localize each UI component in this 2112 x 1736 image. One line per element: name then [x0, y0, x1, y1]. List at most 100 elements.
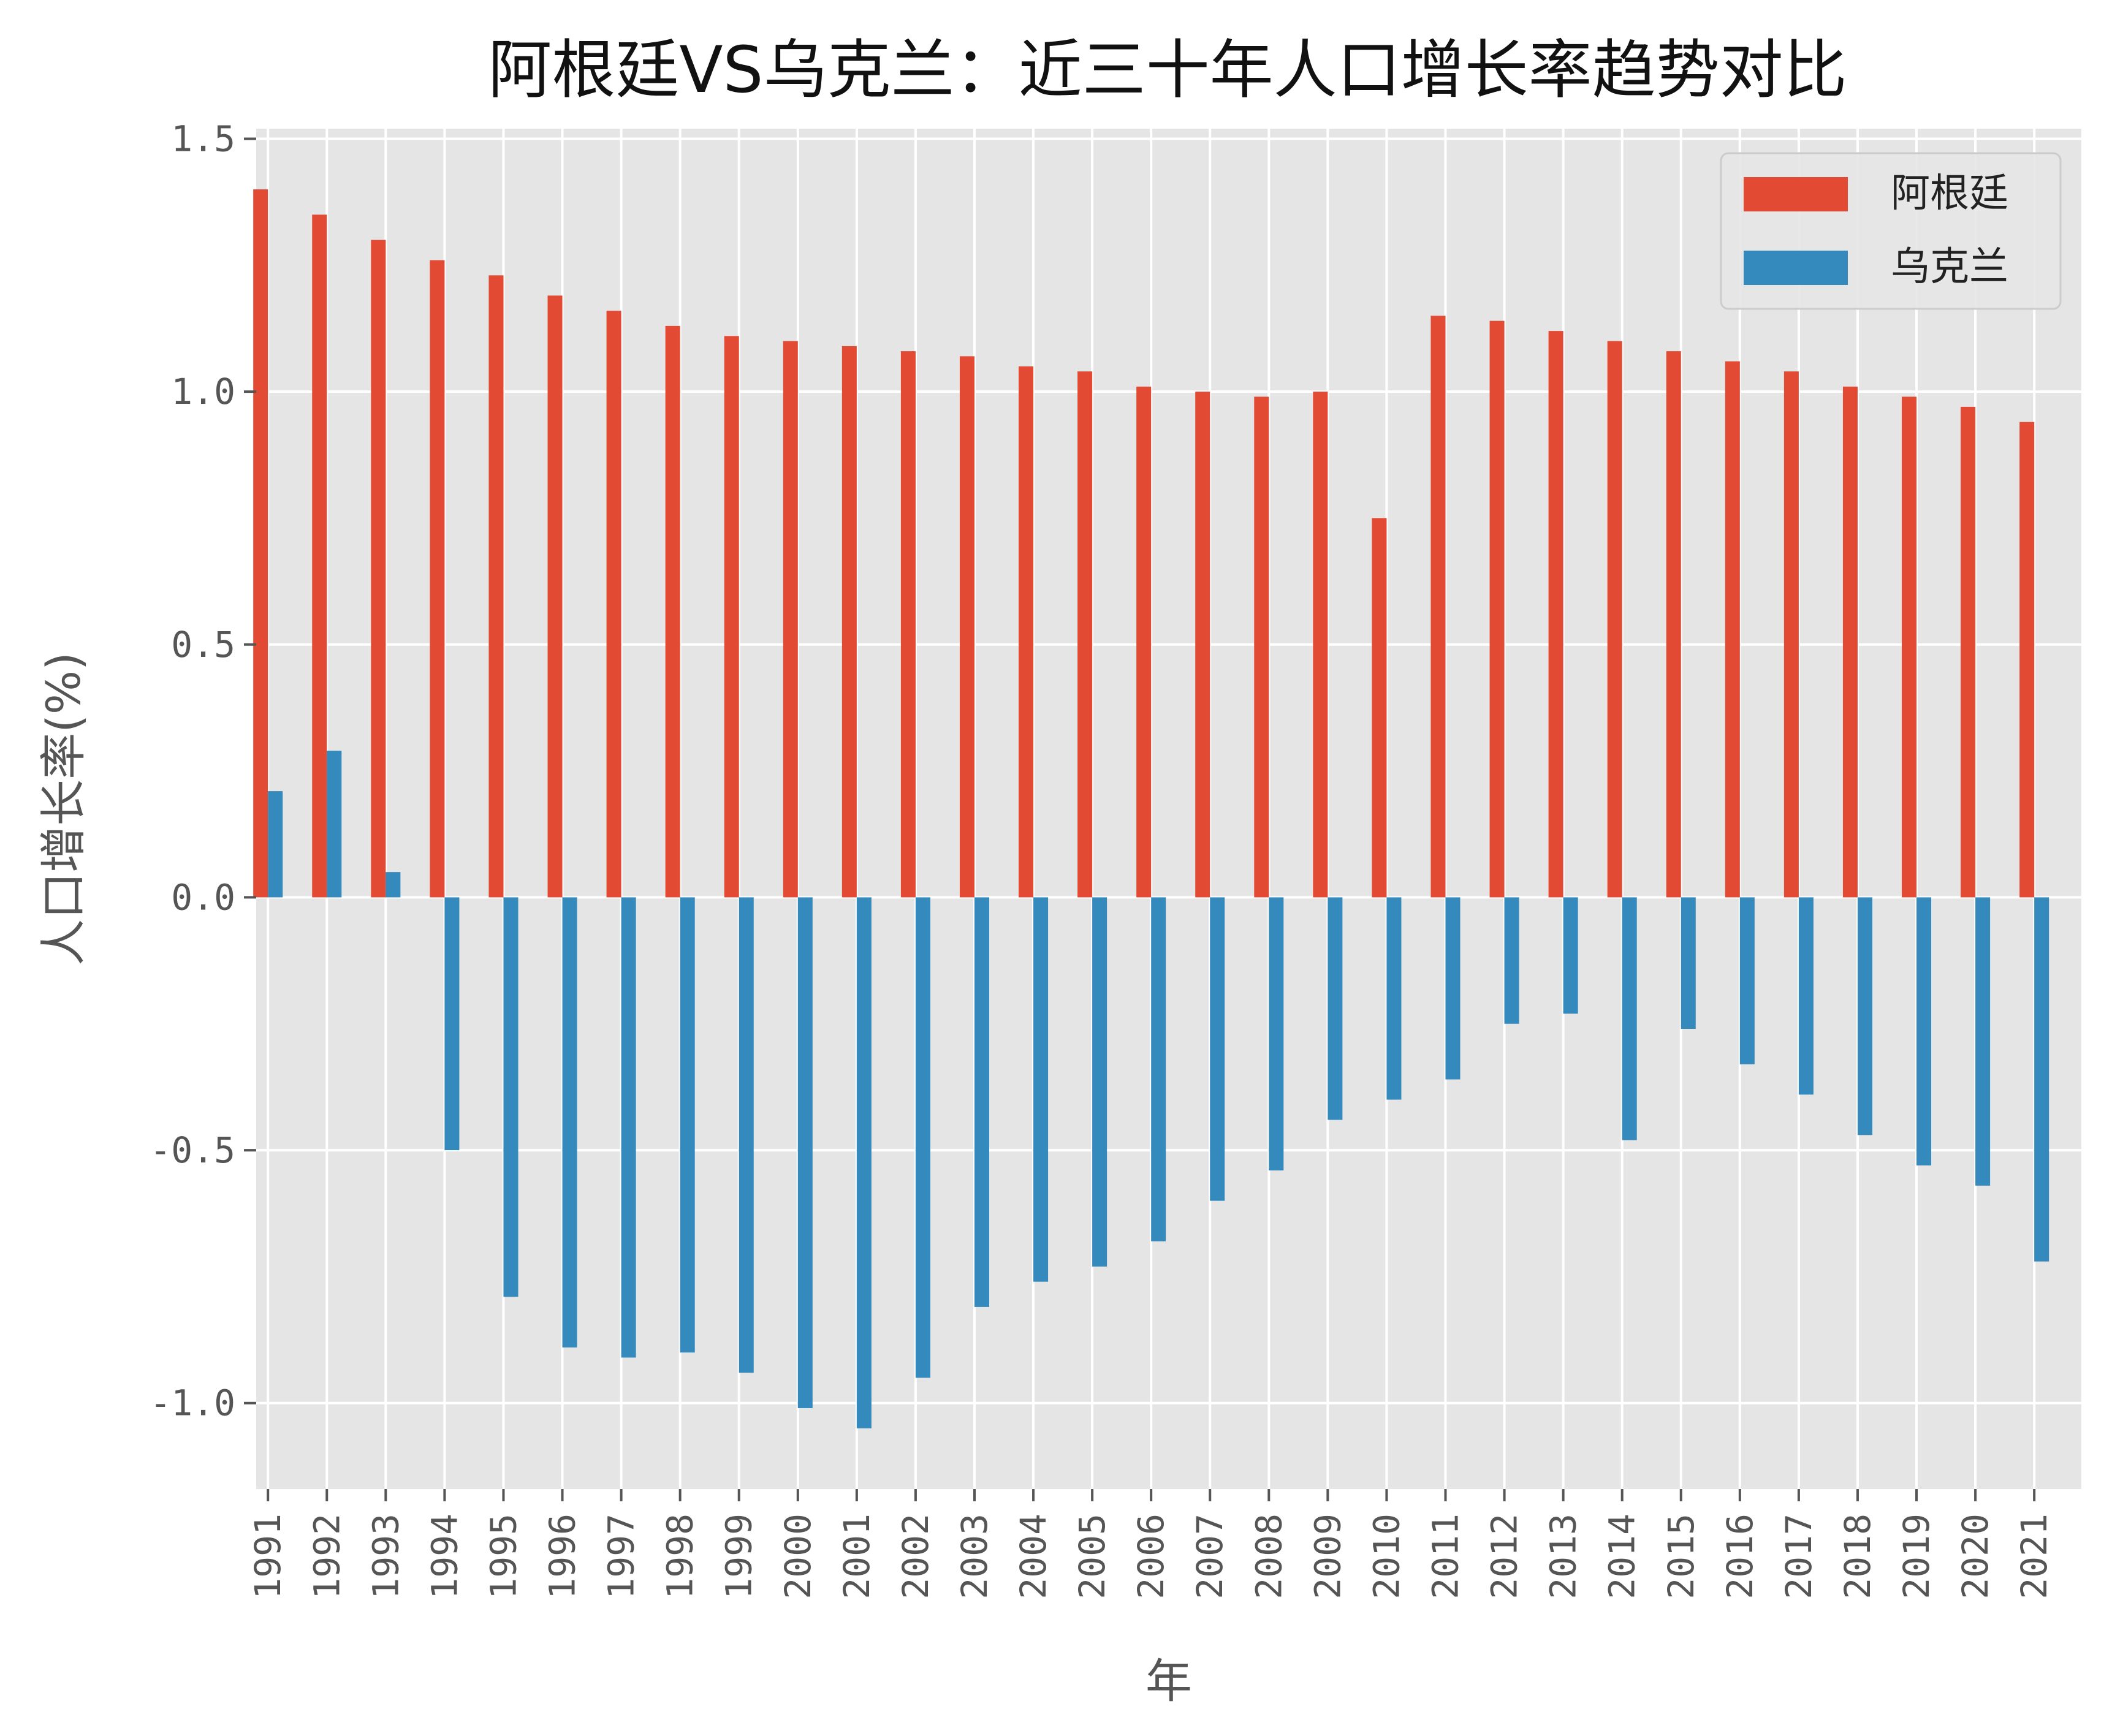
x-tick-label: 2008: [1248, 1514, 1290, 1599]
bar-ukraine-1993: [386, 872, 401, 898]
x-tick-label: 2016: [1719, 1514, 1761, 1599]
bar-ukraine-1992: [327, 751, 342, 898]
bar-argentina-1998: [665, 325, 680, 898]
bar-argentina-2008: [1254, 396, 1269, 898]
bar-argentina-2013: [1548, 331, 1563, 898]
bar-ukraine-2004: [1033, 897, 1049, 1282]
chart-title: 阿根廷VS乌克兰：近三十年人口增长率趋势对比: [488, 32, 1847, 107]
y-tick-label: -0.5: [150, 1129, 235, 1171]
bar-argentina-1993: [371, 240, 386, 898]
y-axis-ticks: -1.0 -0.5 0.0 0.5 1.0 1.5: [150, 118, 256, 1424]
x-tick-label: 1999: [718, 1514, 760, 1599]
x-tick-label: 2015: [1660, 1514, 1702, 1599]
legend-swatch-argentina: [1744, 177, 1848, 211]
x-tick-label: 2009: [1307, 1514, 1348, 1599]
x-tick-label: 2011: [1425, 1514, 1467, 1599]
bar-ukraine-2011: [1445, 897, 1461, 1080]
bar-ukraine-2009: [1328, 897, 1343, 1120]
bar-argentina-2007: [1195, 392, 1210, 898]
bar-argentina-2006: [1136, 386, 1152, 898]
x-tick-label: 2018: [1837, 1514, 1878, 1599]
plot-background: [256, 129, 2081, 1489]
x-tick-label: 2012: [1484, 1514, 1525, 1599]
x-tick-label: 1996: [542, 1514, 583, 1599]
bar-argentina-1991: [253, 189, 268, 898]
x-tick-label: 2003: [954, 1514, 995, 1599]
bar-argentina-2020: [1961, 406, 1976, 898]
legend-label-ukraine: 乌克兰: [1891, 244, 2008, 290]
legend-label-argentina: 阿根廷: [1891, 171, 2008, 216]
bar-ukraine-2005: [1092, 897, 1107, 1267]
x-axis-ticks: 1991 1992 1993 1994 1995 1996 1997 1998 1999 2000…: [247, 1489, 2055, 1599]
bar-argentina-1995: [488, 275, 504, 898]
bar-argentina-2002: [900, 351, 916, 898]
bar-ukraine-2007: [1210, 897, 1225, 1201]
x-tick-label: 2000: [777, 1514, 819, 1599]
bars: [253, 189, 2049, 1428]
bar-ukraine-2012: [1504, 897, 1519, 1024]
bar-ukraine-2000: [797, 897, 813, 1408]
x-tick-label: 2001: [836, 1514, 878, 1599]
bar-ukraine-2008: [1269, 897, 1284, 1171]
bar-ukraine-2020: [1975, 897, 1991, 1186]
x-tick-label: 2010: [1366, 1514, 1407, 1599]
bar-argentina-2015: [1666, 351, 1681, 898]
bar-ukraine-2003: [974, 897, 990, 1307]
legend-swatch-ukraine: [1744, 251, 1848, 285]
bar-ukraine-1991: [268, 791, 283, 898]
bar-argentina-2011: [1430, 316, 1446, 898]
y-tick-label: 0.0: [171, 876, 235, 918]
bar-argentina-2016: [1725, 361, 1740, 898]
x-tick-label: 2005: [1071, 1514, 1113, 1599]
bar-argentina-1997: [606, 311, 621, 898]
x-tick-label: 1997: [601, 1514, 642, 1599]
bar-argentina-1994: [430, 260, 445, 898]
x-tick-label: 2002: [895, 1514, 936, 1599]
bar-ukraine-1994: [444, 897, 460, 1151]
x-tick-label: 2006: [1130, 1514, 1172, 1599]
x-tick-label: 2019: [1896, 1514, 1937, 1599]
bar-argentina-2000: [783, 341, 798, 898]
y-tick-label: -1.0: [150, 1382, 235, 1424]
bar-ukraine-1997: [621, 897, 636, 1358]
bar-argentina-2004: [1019, 366, 1034, 898]
x-axis-label: 年: [1145, 1654, 1192, 1708]
bar-ukraine-1995: [503, 897, 519, 1297]
bar-argentina-1999: [724, 336, 739, 898]
bar-argentina-2017: [1783, 371, 1799, 898]
x-tick-label: 2017: [1778, 1514, 1820, 1599]
bar-ukraine-1999: [739, 897, 754, 1373]
x-tick-label: 1994: [424, 1514, 465, 1599]
x-tick-label: 2021: [2013, 1514, 2055, 1599]
bar-ukraine-2015: [1681, 897, 1696, 1029]
bar-ukraine-1998: [680, 897, 695, 1353]
bar-ukraine-2018: [1857, 897, 1872, 1135]
bar-argentina-2003: [959, 356, 974, 898]
y-tick-label: 0.5: [171, 624, 235, 665]
bar-argentina-2014: [1607, 341, 1622, 898]
x-tick-label: 2007: [1189, 1514, 1231, 1599]
bar-ukraine-2019: [1916, 897, 1932, 1166]
x-tick-label: 2013: [1543, 1514, 1584, 1599]
bar-argentina-1992: [312, 214, 327, 898]
bar-ukraine-2017: [1798, 897, 1814, 1095]
y-axis-label: 人口增长率(%): [36, 652, 91, 966]
x-tick-label: 1991: [247, 1514, 289, 1599]
bar-argentina-2019: [1902, 396, 1917, 898]
bar-argentina-2005: [1077, 371, 1093, 898]
bar-ukraine-2001: [856, 897, 872, 1428]
bar-ukraine-2014: [1622, 897, 1637, 1140]
bar-argentina-2001: [841, 346, 857, 898]
bar-ukraine-2010: [1386, 897, 1402, 1100]
bar-ukraine-2021: [2034, 897, 2049, 1262]
bar-argentina-2009: [1313, 392, 1328, 898]
bar-argentina-2021: [2019, 422, 2035, 898]
bar-argentina-1996: [547, 295, 563, 898]
bar-argentina-2010: [1372, 518, 1387, 898]
bar-ukraine-2002: [915, 897, 930, 1378]
x-tick-label: 1992: [306, 1514, 348, 1599]
y-tick-label: 1.0: [171, 371, 235, 412]
x-tick-label: 2014: [1601, 1514, 1643, 1599]
x-tick-label: 1995: [482, 1514, 524, 1599]
